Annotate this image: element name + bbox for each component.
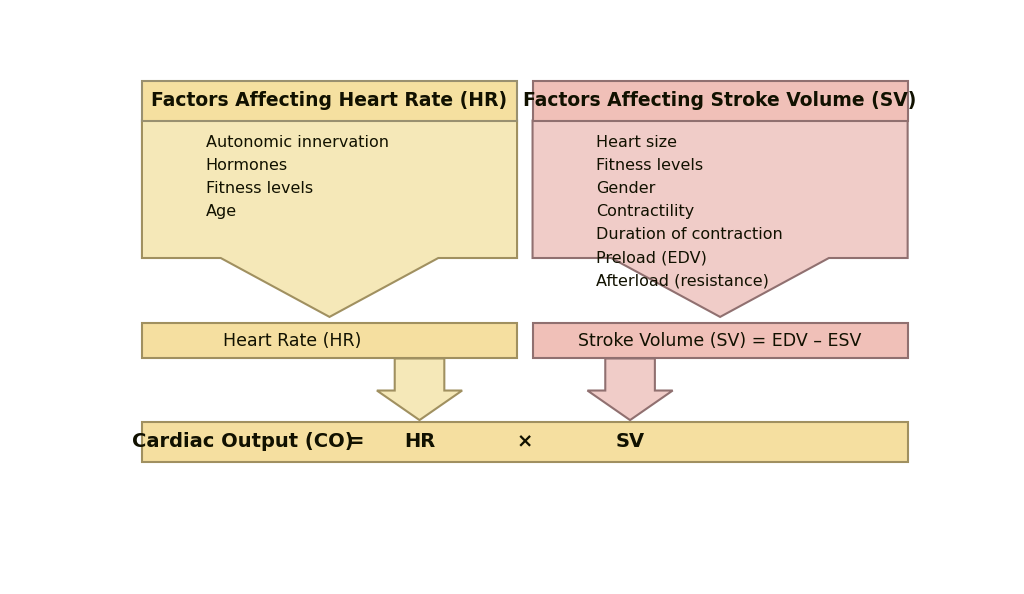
Text: Stroke Volume (SV) = EDV – ESV: Stroke Volume (SV) = EDV – ESV [579, 332, 862, 350]
Text: Cardiac Output (CO): Cardiac Output (CO) [132, 432, 354, 451]
Text: Gender: Gender [596, 181, 655, 196]
Text: SV: SV [615, 432, 645, 451]
Text: Autonomic innervation: Autonomic innervation [206, 135, 389, 150]
Polygon shape [532, 121, 907, 317]
Text: Heart Rate (HR): Heart Rate (HR) [223, 332, 361, 350]
Text: Fitness levels: Fitness levels [206, 181, 313, 196]
Text: Hormones: Hormones [206, 158, 288, 173]
Text: HR: HR [403, 432, 435, 451]
Text: Afterload (resistance): Afterload (resistance) [596, 273, 769, 288]
Bar [532, 81, 907, 121]
Bar [142, 323, 517, 359]
Bar [142, 422, 907, 462]
Text: Fitness levels: Fitness levels [596, 158, 703, 173]
Text: Duration of contraction: Duration of contraction [596, 227, 783, 242]
Text: Factors Affecting Stroke Volume (SV): Factors Affecting Stroke Volume (SV) [523, 91, 916, 110]
Text: ×: × [517, 432, 532, 451]
Bar [532, 323, 907, 359]
Bar [142, 81, 517, 121]
Text: Contractility: Contractility [596, 204, 694, 219]
Text: Age: Age [206, 204, 237, 219]
Text: Preload (EDV): Preload (EDV) [596, 250, 708, 265]
Text: Factors Affecting Heart Rate (HR): Factors Affecting Heart Rate (HR) [152, 91, 508, 110]
Polygon shape [377, 359, 462, 420]
Polygon shape [142, 121, 517, 317]
Text: Heart size: Heart size [596, 135, 677, 150]
Text: =: = [347, 432, 364, 451]
Polygon shape [588, 359, 673, 420]
